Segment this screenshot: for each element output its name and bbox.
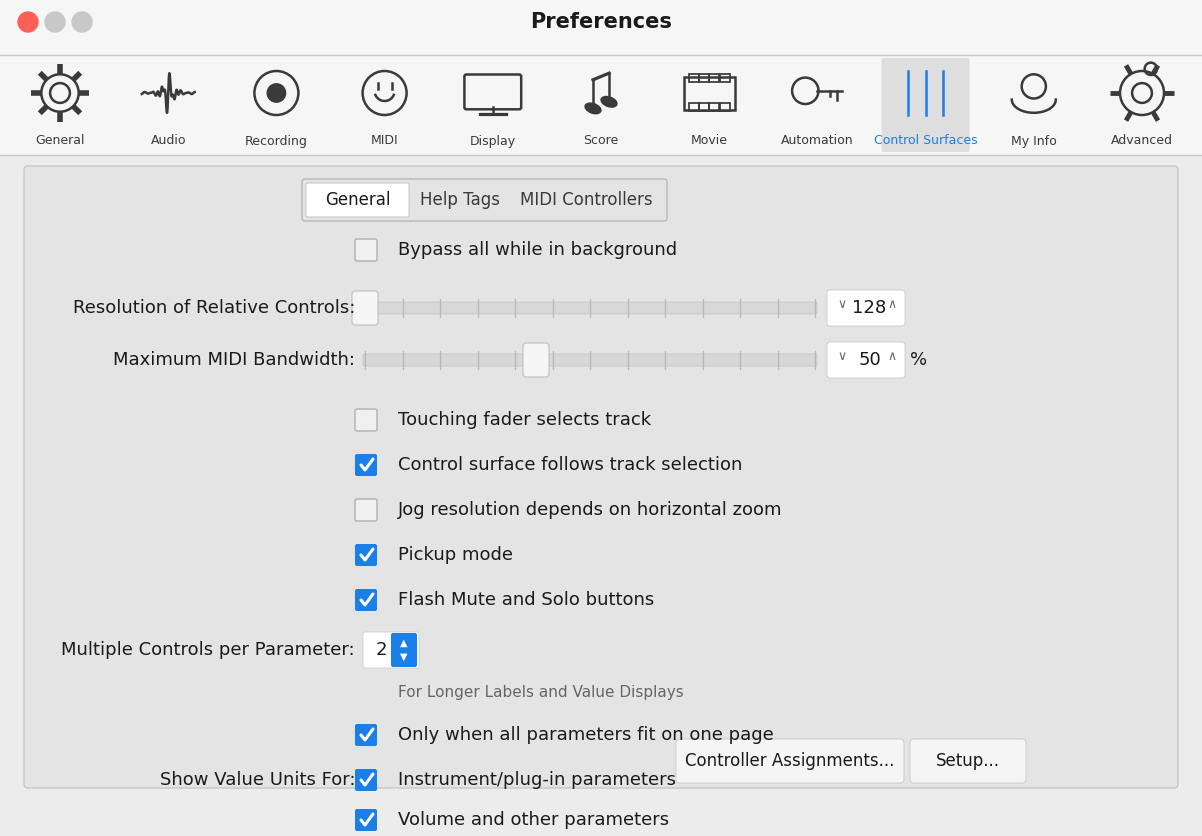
Text: Advanced: Advanced (1111, 135, 1173, 147)
Text: For Longer Labels and Value Displays: For Longer Labels and Value Displays (398, 685, 684, 700)
FancyBboxPatch shape (355, 544, 377, 566)
Text: Bypass all while in background: Bypass all while in background (398, 241, 677, 259)
Text: Recording: Recording (245, 135, 308, 147)
Text: 2: 2 (375, 641, 387, 659)
FancyBboxPatch shape (355, 499, 377, 521)
Text: ∧: ∧ (887, 298, 897, 312)
Text: ∧: ∧ (887, 350, 897, 364)
Text: %: % (910, 351, 927, 369)
Text: Touching fader selects track: Touching fader selects track (398, 411, 651, 429)
Text: Volume and other parameters: Volume and other parameters (398, 811, 670, 829)
Text: Score: Score (583, 135, 619, 147)
FancyBboxPatch shape (355, 589, 377, 611)
FancyBboxPatch shape (355, 809, 377, 831)
Text: Multiple Controls per Parameter:: Multiple Controls per Parameter: (61, 641, 355, 659)
Text: My Info: My Info (1011, 135, 1057, 147)
Text: Controller Assignments...: Controller Assignments... (685, 752, 894, 770)
Text: MIDI: MIDI (370, 135, 398, 147)
FancyBboxPatch shape (355, 769, 377, 791)
FancyBboxPatch shape (355, 409, 377, 431)
Text: Preferences: Preferences (530, 12, 672, 32)
Text: Maximum MIDI Bandwidth:: Maximum MIDI Bandwidth: (113, 351, 355, 369)
FancyBboxPatch shape (910, 739, 1027, 783)
Text: Pickup mode: Pickup mode (398, 546, 513, 564)
Text: Display: Display (470, 135, 516, 147)
FancyBboxPatch shape (355, 239, 377, 261)
Text: ▲: ▲ (400, 638, 407, 648)
Text: Control surface follows track selection: Control surface follows track selection (398, 456, 743, 474)
FancyBboxPatch shape (676, 739, 904, 783)
FancyBboxPatch shape (307, 183, 409, 217)
FancyBboxPatch shape (355, 454, 377, 476)
Circle shape (44, 12, 65, 32)
Text: Movie: Movie (691, 135, 727, 147)
Text: ∨: ∨ (838, 350, 846, 364)
Text: ▼: ▼ (400, 652, 407, 662)
Text: Jog resolution depends on horizontal zoom: Jog resolution depends on horizontal zoo… (398, 501, 783, 519)
FancyBboxPatch shape (363, 632, 419, 668)
FancyBboxPatch shape (523, 343, 549, 377)
Text: Automation: Automation (781, 135, 853, 147)
Text: 128: 128 (852, 299, 887, 317)
Text: Audio: Audio (150, 135, 186, 147)
FancyBboxPatch shape (24, 166, 1178, 788)
Circle shape (18, 12, 38, 32)
Text: Show Value Units For:: Show Value Units For: (160, 771, 355, 789)
Circle shape (72, 12, 93, 32)
FancyBboxPatch shape (363, 354, 817, 366)
Text: 50: 50 (858, 351, 881, 369)
FancyBboxPatch shape (0, 0, 1202, 55)
Text: Help Tags: Help Tags (419, 191, 500, 209)
Text: Control Surfaces: Control Surfaces (874, 135, 977, 147)
Text: General: General (325, 191, 391, 209)
FancyBboxPatch shape (881, 58, 970, 152)
Text: MIDI Controllers: MIDI Controllers (520, 191, 653, 209)
Text: General: General (35, 135, 85, 147)
Text: Setup...: Setup... (936, 752, 1000, 770)
FancyBboxPatch shape (355, 724, 377, 746)
Text: Only when all parameters fit on one page: Only when all parameters fit on one page (398, 726, 774, 744)
FancyBboxPatch shape (391, 633, 417, 667)
Text: ∨: ∨ (838, 298, 846, 312)
FancyBboxPatch shape (827, 342, 905, 378)
FancyBboxPatch shape (352, 291, 377, 325)
Ellipse shape (600, 96, 618, 108)
Circle shape (267, 83, 286, 103)
Text: Resolution of Relative Controls:: Resolution of Relative Controls: (72, 299, 355, 317)
Ellipse shape (584, 102, 602, 115)
FancyBboxPatch shape (363, 302, 817, 314)
FancyBboxPatch shape (0, 55, 1202, 155)
FancyBboxPatch shape (827, 290, 905, 326)
Text: Flash Mute and Solo buttons: Flash Mute and Solo buttons (398, 591, 654, 609)
Text: Instrument/plug-in parameters: Instrument/plug-in parameters (398, 771, 676, 789)
